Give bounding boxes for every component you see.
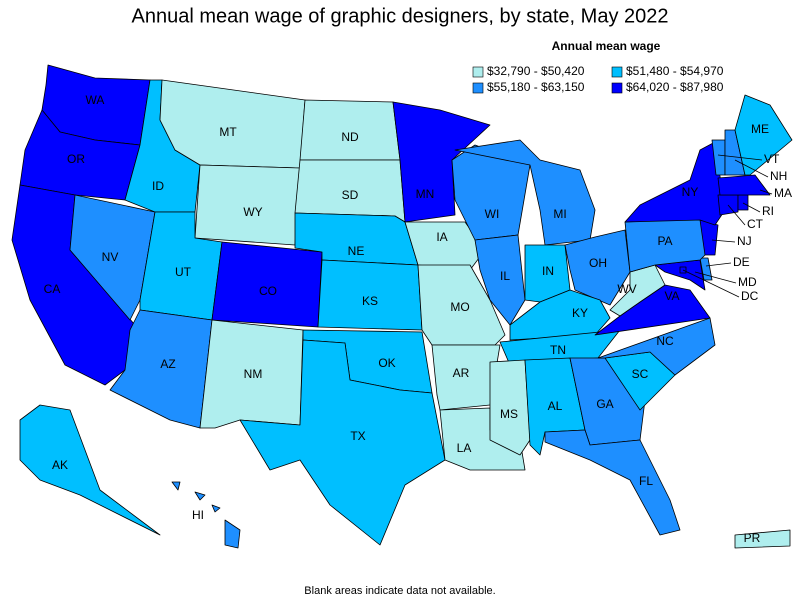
- legend-label: $51,480 - $54,970: [626, 64, 724, 78]
- state-label: SD: [342, 188, 359, 202]
- state-label: MS: [500, 407, 518, 421]
- legend: $32,790 - $50,420 $51,480 - $54,970 $55,18…: [472, 64, 724, 94]
- state-label: WY: [243, 205, 262, 219]
- leader-line: [711, 239, 736, 243]
- state-label: NV: [102, 250, 119, 264]
- state-label: ND: [341, 130, 359, 144]
- legend-swatch: [611, 82, 623, 94]
- state-label: NY: [682, 185, 699, 199]
- legend-label: $32,790 - $50,420: [487, 64, 585, 78]
- state-label: WA: [86, 93, 105, 107]
- leader-line: [734, 159, 769, 178]
- leader-line: [759, 189, 773, 195]
- state-shape: [737, 194, 749, 211]
- state-label: CA: [44, 282, 61, 296]
- footnote: Blank areas indicate data not available.: [304, 585, 495, 597]
- state-label: AZ: [160, 357, 175, 371]
- leader-line: [742, 202, 761, 213]
- state-label: NC: [656, 334, 674, 348]
- state-shape: [734, 94, 793, 176]
- state-shape: [564, 229, 631, 306]
- leader-line: [694, 271, 737, 284]
- state-label: RI: [762, 204, 774, 218]
- state-shape: [171, 481, 181, 491]
- state-shape: [454, 139, 596, 246]
- state-label: CO: [259, 284, 277, 298]
- legend-swatch: [472, 66, 484, 78]
- leader-line: [727, 204, 746, 226]
- state-label: VT: [764, 152, 780, 166]
- state-label: PR: [744, 531, 761, 545]
- state-label: KY: [572, 306, 588, 320]
- state-label: ME: [751, 122, 769, 136]
- state-label: GA: [596, 397, 613, 411]
- state-label: SC: [632, 367, 649, 381]
- state-label: WI: [485, 207, 500, 221]
- state-shape: [404, 221, 486, 271]
- state-label: MO: [450, 300, 469, 314]
- legend-swatch: [611, 66, 623, 78]
- state-label: KS: [362, 294, 378, 308]
- state-shape: [609, 264, 666, 317]
- state-label: AL: [548, 399, 563, 413]
- state-label: MN: [416, 187, 435, 201]
- state-label: AR: [453, 366, 470, 380]
- state-label: IL: [500, 269, 510, 283]
- state-shape: [194, 491, 206, 501]
- state-label: MA: [774, 186, 792, 200]
- state-label: OR: [67, 152, 85, 166]
- state-label: IN: [542, 264, 554, 278]
- state-label: NE: [348, 244, 365, 258]
- state-label: NM: [244, 367, 263, 381]
- leader-line: [682, 269, 740, 298]
- legend-title: Annual mean wage: [552, 39, 661, 53]
- state-shape: [734, 529, 791, 549]
- state-shape: [431, 344, 501, 411]
- state-label: MT: [219, 125, 237, 139]
- state-shape: [211, 504, 221, 513]
- state-label: VA: [664, 289, 679, 303]
- state-label: DE: [733, 255, 750, 269]
- state-label: DC: [741, 289, 759, 303]
- state-shape: [509, 289, 611, 341]
- state-label: IA: [436, 230, 447, 244]
- state-label: NJ: [737, 234, 752, 248]
- state-shape: [624, 141, 726, 226]
- state-label: PA: [657, 234, 672, 248]
- state-shape: [19, 404, 161, 536]
- state-shape: [417, 264, 506, 346]
- leader-line: [717, 154, 763, 161]
- legend-label: $55,180 - $63,150: [487, 80, 585, 94]
- state-label: TX: [350, 429, 365, 443]
- state-label: CT: [747, 217, 764, 231]
- state-shape: [392, 101, 491, 223]
- state-label: OK: [378, 356, 395, 370]
- state-label: UT: [175, 265, 192, 279]
- states: [11, 64, 793, 549]
- map-title: Annual mean wage of graphic designers, b…: [132, 5, 669, 27]
- state-label: LA: [457, 441, 472, 455]
- state-label: NH: [770, 169, 787, 183]
- state-label: OH: [589, 256, 607, 270]
- leader-line: [705, 262, 732, 267]
- legend-swatch: [472, 82, 484, 94]
- state-label: FL: [639, 474, 653, 488]
- state-shape: [224, 519, 241, 549]
- state-label: WV: [617, 282, 636, 296]
- state-label: HI: [192, 508, 204, 522]
- legend-label: $64,020 - $87,980: [626, 80, 724, 94]
- state-shape: [544, 429, 681, 536]
- state-label: AK: [52, 458, 68, 472]
- state-label: MI: [553, 207, 566, 221]
- state-label: TN: [550, 343, 566, 357]
- state-shape: [717, 174, 771, 196]
- state-shape: [239, 339, 446, 546]
- state-labels: WA OR CA NV ID MT WY UT AZ CO NM ND SD NE KS OK TX MN IA MO…: [44, 93, 792, 545]
- state-label: MD: [738, 275, 757, 289]
- state-label: ID: [152, 179, 164, 193]
- state-shape: [69, 194, 156, 321]
